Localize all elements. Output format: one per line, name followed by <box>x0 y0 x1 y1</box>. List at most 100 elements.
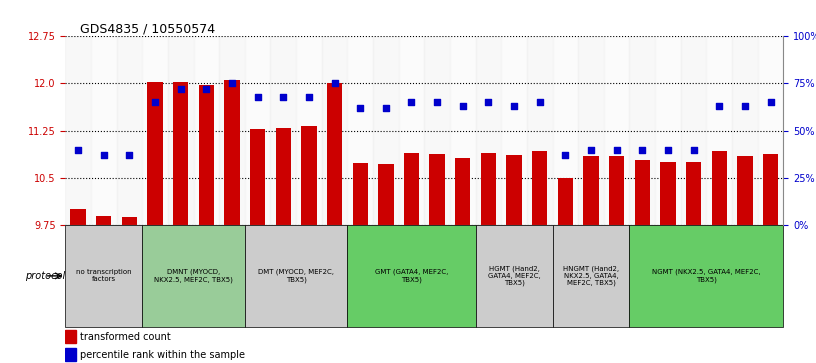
FancyBboxPatch shape <box>142 225 245 327</box>
Point <box>72 147 85 152</box>
Point <box>174 86 187 92</box>
Bar <box>557 178 573 225</box>
FancyBboxPatch shape <box>65 225 142 327</box>
Bar <box>168 36 193 225</box>
Bar <box>373 36 399 225</box>
Bar <box>635 160 650 225</box>
Text: HGMT (Hand2,
GATA4, MEF2C,
TBX5): HGMT (Hand2, GATA4, MEF2C, TBX5) <box>488 265 540 286</box>
Bar <box>91 36 117 225</box>
Bar <box>707 36 732 225</box>
Bar <box>70 209 86 225</box>
FancyBboxPatch shape <box>552 225 629 327</box>
Point <box>533 99 546 105</box>
Point <box>712 103 725 109</box>
Bar <box>655 36 681 225</box>
Bar <box>527 36 552 225</box>
Point <box>662 147 675 152</box>
Point <box>687 147 700 152</box>
Bar <box>245 36 270 225</box>
Point <box>200 86 213 92</box>
Bar <box>399 36 424 225</box>
Bar <box>276 128 291 225</box>
Point <box>636 147 649 152</box>
Bar <box>301 126 317 225</box>
Text: no transcription
factors: no transcription factors <box>76 269 131 282</box>
Bar <box>65 348 76 361</box>
Bar <box>758 36 783 225</box>
Bar <box>117 36 142 225</box>
Point <box>610 147 623 152</box>
Bar <box>198 85 214 225</box>
Point <box>738 103 752 109</box>
Text: DMNT (MYOCD,
NKX2.5, MEF2C, TBX5): DMNT (MYOCD, NKX2.5, MEF2C, TBX5) <box>154 269 233 283</box>
Bar <box>378 164 393 225</box>
Point <box>456 103 469 109</box>
Point <box>584 147 597 152</box>
Point <box>97 152 110 158</box>
Bar <box>173 82 188 225</box>
Bar <box>429 154 445 225</box>
Text: percentile rank within the sample: percentile rank within the sample <box>80 350 245 360</box>
Bar <box>476 36 501 225</box>
Point <box>559 152 572 158</box>
Bar <box>579 36 604 225</box>
Point <box>431 99 444 105</box>
Text: GDS4835 / 10550574: GDS4835 / 10550574 <box>80 22 215 35</box>
Bar <box>552 36 579 225</box>
Text: transformed count: transformed count <box>80 332 171 342</box>
Bar <box>193 36 220 225</box>
Bar <box>609 156 624 225</box>
Point <box>123 152 136 158</box>
Bar <box>629 36 655 225</box>
Bar <box>142 36 168 225</box>
Bar <box>327 83 342 225</box>
Bar <box>501 36 527 225</box>
Point <box>405 99 418 105</box>
Bar <box>424 36 450 225</box>
Point <box>353 105 366 111</box>
FancyBboxPatch shape <box>476 225 552 327</box>
Bar <box>322 36 348 225</box>
Bar <box>296 36 322 225</box>
Bar <box>96 216 112 225</box>
Bar <box>224 80 240 225</box>
Bar <box>686 162 701 225</box>
Bar <box>220 36 245 225</box>
Bar <box>481 153 496 225</box>
Point <box>328 81 341 86</box>
Bar <box>348 36 373 225</box>
Text: HNGMT (Hand2,
NKX2.5, GATA4,
MEF2C, TBX5): HNGMT (Hand2, NKX2.5, GATA4, MEF2C, TBX5… <box>563 265 619 286</box>
Bar <box>532 151 548 225</box>
Bar <box>65 36 91 225</box>
Bar <box>250 130 265 225</box>
FancyBboxPatch shape <box>348 225 476 327</box>
Bar <box>681 36 707 225</box>
Text: protocol: protocol <box>25 271 65 281</box>
Bar <box>732 36 758 225</box>
Point <box>764 99 777 105</box>
FancyBboxPatch shape <box>629 225 783 327</box>
Bar <box>404 153 419 225</box>
Bar <box>455 158 471 225</box>
Point <box>225 81 238 86</box>
Bar <box>353 163 368 225</box>
Bar <box>660 162 676 225</box>
Bar <box>65 330 76 343</box>
Bar <box>122 217 137 225</box>
Text: DMT (MYOCD, MEF2C,
TBX5): DMT (MYOCD, MEF2C, TBX5) <box>258 269 334 283</box>
Point <box>303 94 316 99</box>
Point <box>149 99 162 105</box>
Text: GMT (GATA4, MEF2C,
TBX5): GMT (GATA4, MEF2C, TBX5) <box>375 269 448 283</box>
Point <box>277 94 290 99</box>
Bar <box>148 82 162 225</box>
Bar <box>712 151 727 225</box>
Bar <box>450 36 476 225</box>
Bar <box>737 156 752 225</box>
Bar <box>604 36 629 225</box>
Bar <box>583 156 599 225</box>
Point <box>508 103 521 109</box>
Bar <box>507 155 521 225</box>
Point <box>379 105 392 111</box>
Bar <box>763 154 778 225</box>
FancyBboxPatch shape <box>245 225 348 327</box>
